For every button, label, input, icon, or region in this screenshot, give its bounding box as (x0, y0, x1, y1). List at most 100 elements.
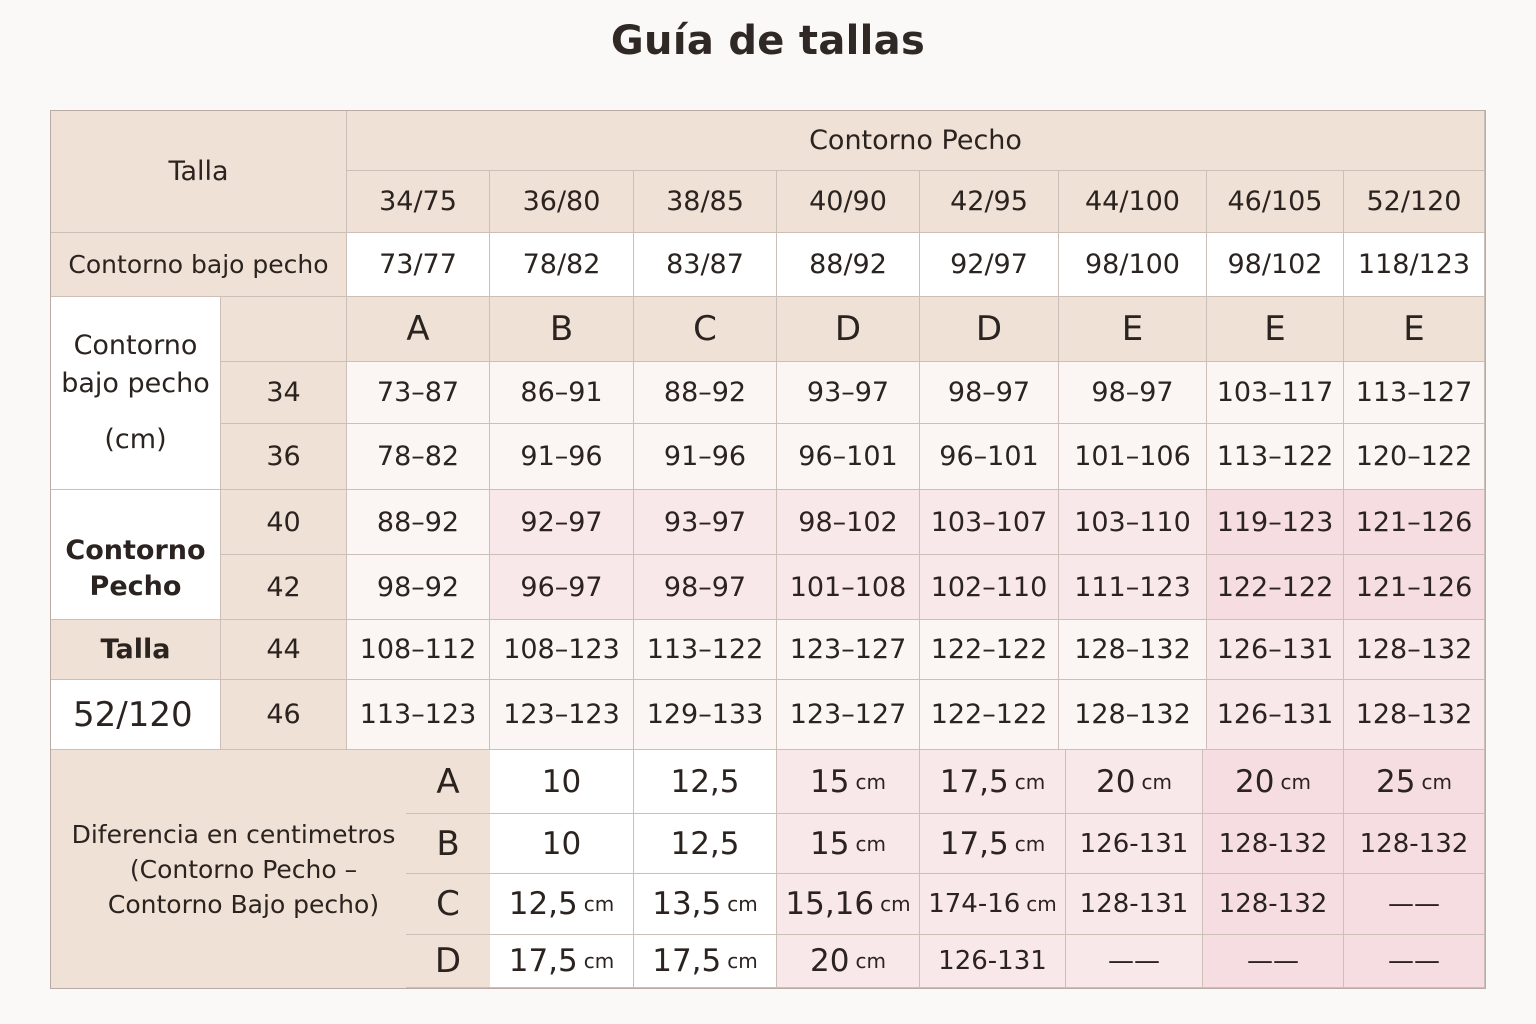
diferencia-value: 17,5 (939, 763, 1009, 800)
page-title: Guía de tallas (610, 18, 926, 64)
diferencia-unit: cm (1421, 769, 1452, 794)
diferencia-value: 10 (541, 825, 582, 862)
size-range-cell: 96–97 (490, 555, 634, 620)
diferencia-cell: 20 cm (1066, 750, 1203, 814)
bajo-pecho-value: 98/102 (1207, 233, 1344, 297)
diferencia-cell: 17,5 cm (920, 750, 1066, 814)
diferencia-cell: 15 cm (777, 750, 920, 814)
side-label-line: Pecho (89, 570, 182, 602)
diferencia-cell: 128-131 (1066, 874, 1203, 935)
size-range-cell: 113–122 (1207, 424, 1344, 490)
size-range-cell: 78–82 (347, 424, 490, 490)
diferencia-cup-letter: C (406, 874, 490, 935)
size-range-cell: 123–127 (777, 620, 920, 680)
cup-letter: D (777, 297, 920, 362)
diferencia-unit: cm (727, 949, 758, 973)
size-range-cell: 103–107 (920, 490, 1059, 555)
size-range-cell: 101–108 (777, 555, 920, 620)
size-range-cell: 98–102 (777, 490, 920, 555)
diferencia-cup-letter: D (406, 935, 490, 988)
size-range-cell: 113–127 (1344, 362, 1485, 424)
band-size: 36 (221, 424, 347, 490)
diferencia-value: 128-131 (1079, 889, 1189, 919)
diferencia-value: 128-132 (1359, 828, 1469, 859)
size-range-cell: 86–91 (490, 362, 634, 424)
diferencia-cell: 15,16 cm (777, 874, 920, 935)
size-range-cell: 96–101 (920, 424, 1059, 490)
diferencia-cell: 12,5 (634, 750, 777, 814)
diferencia-unit: cm (1014, 769, 1046, 794)
diferencia-cell: 174-16 cm (920, 874, 1066, 935)
cup-letter: C (634, 297, 777, 362)
diferencia-value: 126-131 (938, 946, 1047, 976)
size-range-cell: 121–126 (1344, 555, 1485, 620)
band-size: 40 (221, 490, 347, 555)
diferencia-cell: —— (1344, 935, 1485, 988)
diferencia-value: 12,5 (508, 886, 578, 922)
diferencia-value: 15 (810, 825, 850, 862)
header-contorno-pecho: Contorno Pecho (347, 111, 1485, 171)
diferencia-unit: cm (1014, 831, 1046, 856)
band-size: 44 (221, 620, 347, 680)
diferencia-label-line: Contorno Bajo pecho) (107, 889, 380, 919)
diferencia-cell: 17,5 cm (920, 814, 1066, 874)
diferencia-cup-letter: B (406, 814, 490, 874)
cup-letter: D (920, 297, 1059, 362)
size-header: 52/120 (1344, 171, 1485, 233)
diferencia-value: 17,5 (652, 943, 722, 979)
bajo-pecho-value: 98/100 (1059, 233, 1207, 297)
size-header: 34/75 (347, 171, 490, 233)
diferencia-cell: 128-132 (1203, 814, 1344, 874)
diferencia-cell: 128-132 (1203, 874, 1344, 935)
size-range-cell: 91–96 (490, 424, 634, 490)
size-guide-table: Talla Contorno Pecho Contorno bajo pecho… (50, 110, 1486, 989)
bajo-pecho-value: 73/77 (347, 233, 490, 297)
diferencia-value: 20 (810, 943, 850, 979)
size-range-cell: 126–131 (1207, 620, 1344, 680)
size-range-cell: 119–123 (1207, 490, 1344, 555)
band-size: 34 (221, 362, 347, 424)
bajo-pecho-value: 92/97 (920, 233, 1059, 297)
diferencia-unit: cm (880, 892, 911, 916)
size-range-cell: 111–123 (1059, 555, 1207, 620)
size-range-cell: 113–122 (634, 620, 777, 680)
size-range-cell: 108–123 (490, 620, 634, 680)
diferencia-cell: —— (1344, 874, 1485, 935)
diferencia-cell: 12,5 cm (490, 874, 634, 935)
diferencia-cell: 10 (490, 814, 634, 874)
diferencia-cell: 12,5 (634, 814, 777, 874)
size-range-cell: 98–92 (347, 555, 490, 620)
size-range-cell: 98–97 (920, 362, 1059, 424)
size-range-cell: 128–132 (1344, 680, 1485, 750)
diferencia-label-line: (Contorno Pecho – (129, 854, 358, 884)
diferencia-value: 15 (810, 763, 850, 800)
bajo-pecho-label: Contorno bajo pecho (51, 233, 347, 297)
diferencia-cell: 13,5 cm (634, 874, 777, 935)
band-size: 42 (221, 555, 347, 620)
diferencia-value: 20 (1235, 763, 1275, 800)
cup-header-blank (221, 297, 347, 362)
diferencia-value: —— (1247, 946, 1299, 976)
band-size: 46 (221, 680, 347, 750)
size-range-cell: 103–117 (1207, 362, 1344, 424)
diferencia-value: —— (1388, 946, 1440, 976)
size-range-cell: 93–97 (634, 490, 777, 555)
diferencia-unit: cm (1026, 892, 1057, 916)
diferencia-cell: 128-132 (1344, 814, 1485, 874)
size-header: 46/105 (1207, 171, 1344, 233)
diferencia-value: 20 (1096, 763, 1136, 800)
diferencia-value: 25 (1376, 763, 1416, 800)
diferencia-value: 12,5 (670, 763, 740, 800)
size-range-cell: 101–106 (1059, 424, 1207, 490)
size-header: 40/90 (777, 171, 920, 233)
diferencia-cell: 15 cm (777, 814, 920, 874)
diferencia-cell: 17,5 cm (634, 935, 777, 988)
diferencia-unit: cm (583, 892, 615, 916)
size-range-cell: 98–97 (634, 555, 777, 620)
cup-letter: B (490, 297, 634, 362)
diferencia-label-line: Diferencia en centimetros (71, 819, 396, 849)
header-talla: Talla (51, 111, 347, 233)
size-range-cell: 128–132 (1059, 680, 1207, 750)
diferencia-value: 174-16 (928, 889, 1021, 919)
size-header: 36/80 (490, 171, 634, 233)
